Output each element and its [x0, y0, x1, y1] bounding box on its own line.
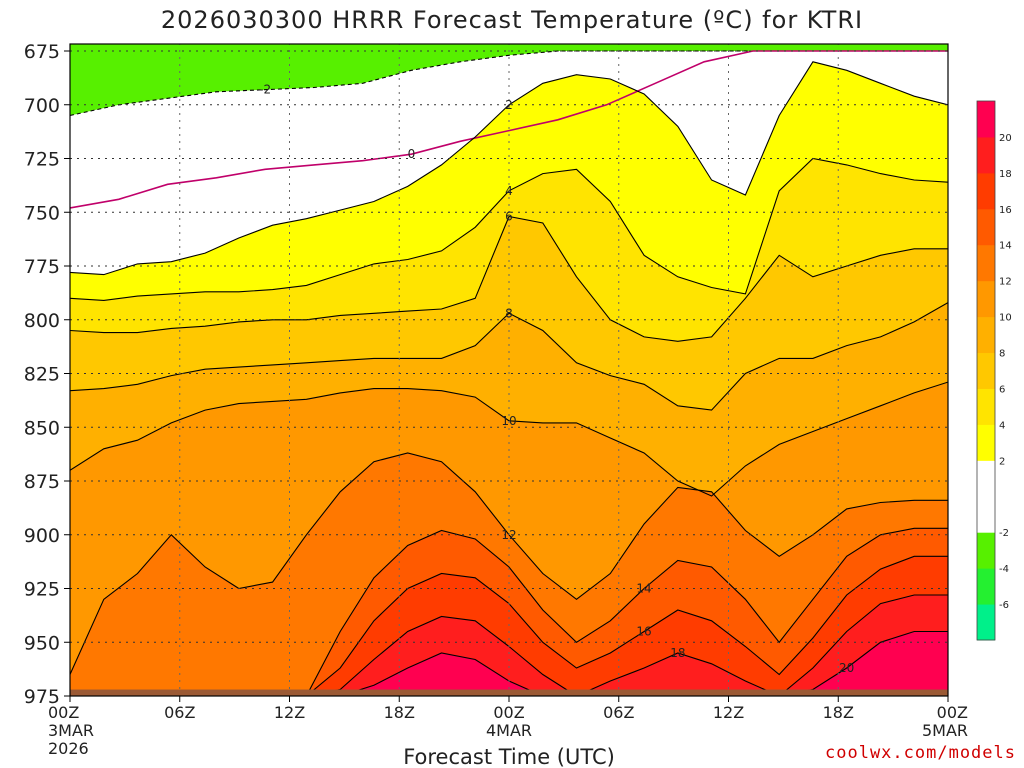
colorbar-swatch-11 — [977, 208, 995, 246]
contour-labels: -2 0 2 4 6 8 10 12 14 16 18 20 — [259, 83, 854, 675]
y-tick-label-4: 775 — [24, 256, 60, 278]
contour-line-5 — [70, 302, 948, 411]
contour-label-11: 20 — [839, 661, 854, 675]
colorbar-swatch-13 — [977, 136, 995, 174]
y-tick-label-11: 950 — [24, 632, 60, 654]
colorbar-label-1: -4 — [999, 564, 1009, 575]
x-tick-label-8-0: 00Z — [937, 703, 968, 722]
x-tick-label-2-0: 12Z — [274, 703, 305, 722]
colorbar-label-4: 4 — [999, 420, 1005, 431]
colorbar-swatch-3 — [977, 496, 995, 533]
x-tick-label-4-0: 00Z — [493, 703, 524, 722]
x-tick-label-3-0: 18Z — [384, 703, 415, 722]
y-tick-label-8: 875 — [24, 471, 60, 493]
contour-line-8 — [70, 527, 948, 696]
colorbar-swatch-12 — [977, 172, 995, 210]
colorbar-swatch-10 — [977, 244, 995, 282]
y-tick-label-10: 925 — [24, 579, 60, 601]
x-tick-label-0-1: 3MAR — [48, 721, 94, 740]
contour-label-5: 8 — [505, 306, 513, 320]
fill-band-9 — [70, 556, 948, 696]
contour-label-4: 6 — [505, 210, 513, 224]
colorbar-swatch-8 — [977, 316, 995, 354]
colorbar-label-0: -6 — [999, 600, 1009, 611]
y-tick-label-12: 975 — [24, 686, 60, 708]
colorbar-swatch-6 — [977, 388, 995, 425]
colorbar-swatch-1 — [977, 568, 995, 605]
x-tick-label-6-0: 12Z — [713, 703, 744, 722]
colorbar-swatch-9 — [977, 280, 995, 318]
x-tick-label-0-0: 00Z — [48, 703, 79, 722]
x-tick-label-4-1: 4MAR — [486, 721, 532, 740]
y-tick-label-7: 850 — [24, 417, 60, 439]
colorbar: -6 -4 -2 2 4 6 8 10 12 14 16 18 20 — [976, 100, 1012, 641]
y-tick-label-3: 750 — [24, 202, 60, 224]
contour-line-4 — [70, 215, 948, 342]
colorbar-swatch-0 — [977, 604, 995, 641]
x-tick-label-5-0: 06Z — [603, 703, 634, 722]
colorbar-label-8: 12 — [999, 277, 1012, 288]
colorbar-swatch-2 — [977, 532, 995, 569]
contour-line-1 — [70, 50, 948, 209]
ground-layer — [70, 689, 948, 696]
y-tick-label-5: 800 — [24, 310, 60, 332]
colorbar-swatch-14 — [977, 101, 995, 138]
contour-label-1: 0 — [408, 147, 416, 161]
colorbar-label-6: 8 — [999, 349, 1005, 360]
colorbar-swatch-7 — [977, 352, 995, 389]
x-tick-label-8-1: 5MAR — [922, 721, 968, 740]
contour-line-2 — [70, 61, 948, 276]
y-axis: 675 700 725 750 775 800 825 850 875 900 925 950 975 — [24, 41, 70, 708]
x-tick-label-1-0: 06Z — [164, 703, 195, 722]
colorbar-label-7: 10 — [999, 313, 1012, 324]
y-tick-label-0: 675 — [24, 41, 60, 63]
contour-label-0: -2 — [259, 83, 271, 97]
colorbar-label-9: 14 — [999, 241, 1012, 252]
contour-label-10: 18 — [670, 646, 685, 660]
x-tick-label-0-2: 2026 — [48, 739, 89, 758]
contour-label-3: 4 — [505, 184, 513, 198]
y-tick-label-9: 900 — [24, 525, 60, 547]
y-tick-label-1: 700 — [24, 95, 60, 117]
contour-label-9: 16 — [636, 625, 651, 639]
plot-area — [70, 44, 948, 696]
colorbar-swatch-5 — [977, 424, 995, 461]
contour-line-6 — [70, 381, 948, 497]
colorbar-label-5: 6 — [999, 384, 1005, 395]
credit-link[interactable]: coolwx.com/models — [825, 743, 1016, 763]
x-tick-label-7-0: 18Z — [823, 703, 854, 722]
colorbar-label-3: 2 — [999, 456, 1005, 467]
colorbar-swatch-4 — [977, 460, 995, 497]
colorbar-label-2: -2 — [999, 528, 1009, 539]
colorbar-label-11: 18 — [999, 169, 1012, 180]
chart-title: 2026030300 HRRR Forecast Temperature (ºC… — [161, 6, 863, 34]
colorbar-frame — [976, 100, 996, 641]
contour-label-8: 14 — [636, 582, 651, 596]
y-tick-label-2: 725 — [24, 149, 60, 171]
contour-label-2: 2 — [505, 98, 513, 112]
x-axis-label: Forecast Time (UTC) — [403, 745, 615, 768]
contour-label-7: 12 — [501, 528, 516, 542]
colorbar-label-10: 16 — [999, 205, 1012, 216]
contour-label-6: 10 — [501, 414, 516, 428]
colorbar-label-12: 20 — [999, 133, 1012, 144]
y-tick-label-6: 825 — [24, 364, 60, 386]
